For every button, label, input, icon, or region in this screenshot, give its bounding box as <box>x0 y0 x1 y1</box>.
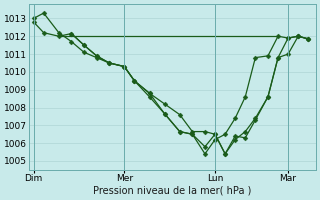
X-axis label: Pression niveau de la mer( hPa ): Pression niveau de la mer( hPa ) <box>93 186 252 196</box>
